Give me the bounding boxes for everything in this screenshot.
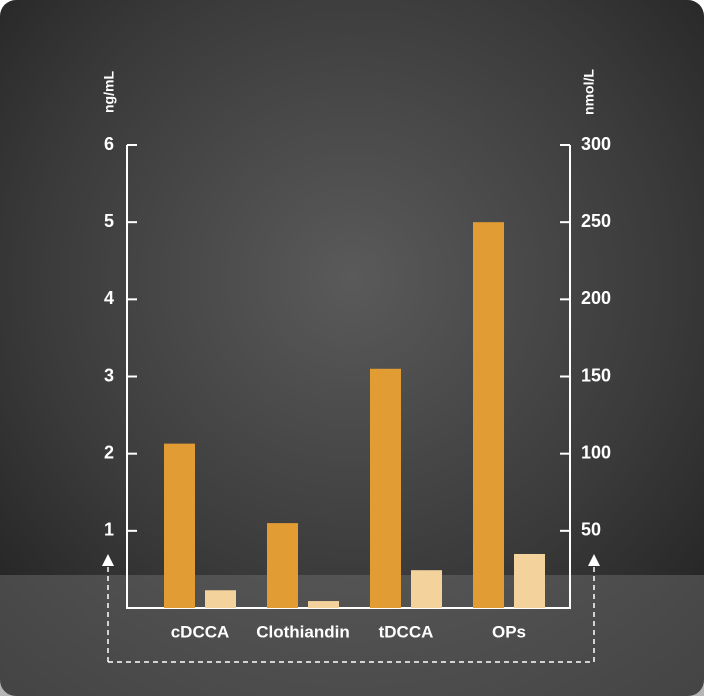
y2-tick-label: 150 — [581, 365, 611, 385]
y-tick-label: 6 — [104, 134, 114, 154]
bar — [514, 553, 545, 608]
bar — [473, 222, 504, 608]
bar — [164, 443, 195, 608]
y-tick-label: 4 — [104, 288, 114, 308]
x-tick-label: cDCCA — [171, 622, 230, 641]
x-tick-label: tDCCA — [379, 622, 434, 641]
y-tick-label: 5 — [104, 211, 114, 231]
y2-tick-label: 50 — [581, 520, 601, 540]
y-axis-label: ng/mL — [101, 71, 117, 113]
y-tick-label: 2 — [104, 442, 114, 462]
y-tick-label: 3 — [104, 365, 114, 385]
y2-tick-label: 100 — [581, 442, 611, 462]
x-tick-label: OPs — [492, 622, 526, 641]
y2-axis-label: nmol/L — [581, 69, 597, 115]
bar — [267, 523, 298, 608]
y-tick-label: 1 — [104, 520, 114, 540]
dashed-arrow — [108, 554, 600, 663]
bar — [308, 601, 339, 608]
y2-tick-label: 300 — [581, 134, 611, 154]
ground — [0, 575, 704, 696]
bar — [370, 368, 401, 608]
bar — [205, 590, 236, 608]
y2-tick-label: 250 — [581, 211, 611, 231]
y2-tick-label: 200 — [581, 288, 611, 308]
x-tick-label: Clothiandin — [256, 622, 349, 641]
bar — [411, 570, 442, 608]
